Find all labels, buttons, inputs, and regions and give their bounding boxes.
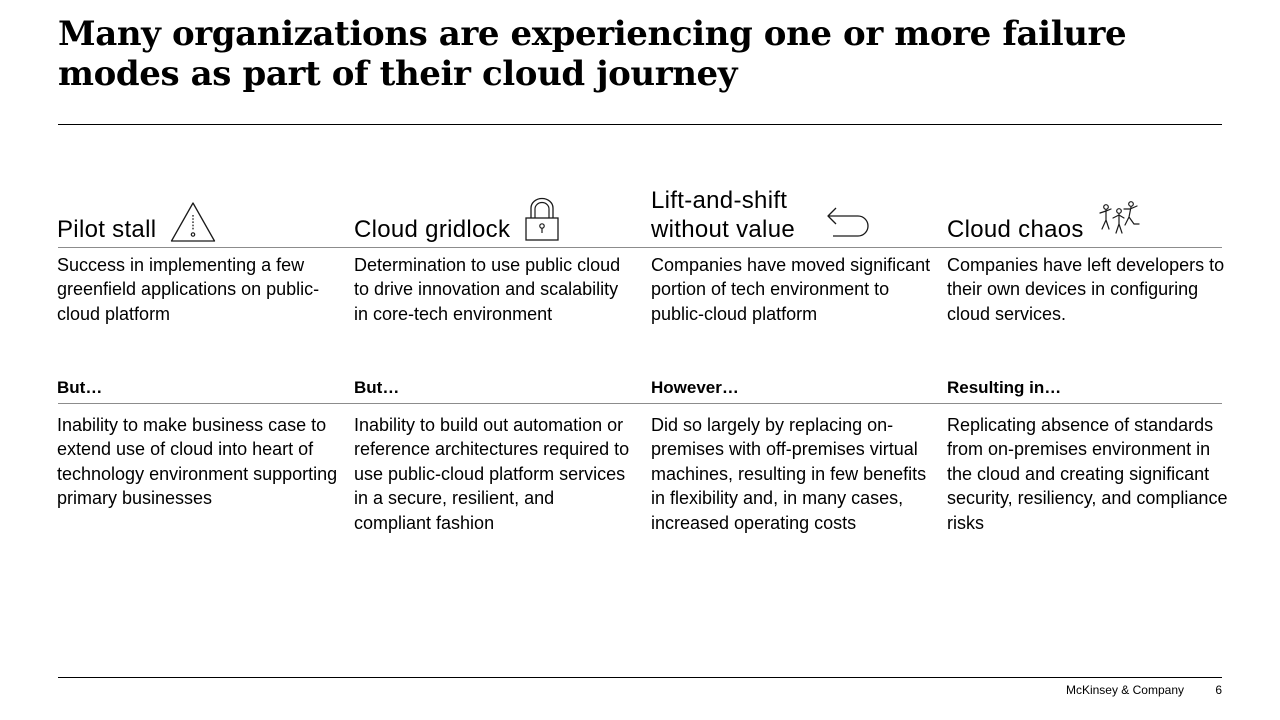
page-title: Many organizations are experiencing one … xyxy=(58,14,1127,94)
column-outcome: Inability to build out automation or ref… xyxy=(354,415,630,533)
column-title: Lift-and-shift without value xyxy=(651,187,795,243)
footer-divider xyxy=(58,677,1222,678)
header-divider xyxy=(58,247,1222,248)
column-outcome: Did so largely by replacing on-premises … xyxy=(651,415,927,533)
warning-triangle-icon xyxy=(171,202,216,242)
column-title: Cloud chaos xyxy=(947,216,1084,243)
failure-mode-cloud-chaos: Cloud chaos Companies have left develope… xyxy=(947,180,1229,580)
column-description: Success in implementing a few greenfield… xyxy=(57,255,320,324)
return-arrow-icon xyxy=(827,207,869,237)
column-title: Cloud gridlock xyxy=(354,216,511,243)
page-number: 6 xyxy=(1215,683,1222,697)
failure-mode-lift-and-shift: Lift-and-shift without value Companies h… xyxy=(651,180,933,580)
column-description: Companies have left developers to their … xyxy=(947,255,1225,324)
column-header: Cloud chaos xyxy=(947,180,1229,246)
column-header: Cloud gridlock xyxy=(354,180,636,246)
connector-divider xyxy=(58,403,1222,404)
failure-mode-pilot-stall: Pilot stall Success in implementing a fe… xyxy=(57,180,339,580)
column-connector: But… xyxy=(354,378,400,397)
column-connector: However… xyxy=(651,378,739,397)
column-connector: Resulting in… xyxy=(947,378,1062,397)
footer-brand: McKinsey & Company xyxy=(1065,683,1184,697)
title-divider xyxy=(58,124,1222,125)
column-connector: But… xyxy=(57,378,103,397)
scattered-people-icon xyxy=(1099,201,1140,234)
column-header: Lift-and-shift without value xyxy=(651,180,933,246)
column-title: Pilot stall xyxy=(57,216,157,243)
column-header: Pilot stall xyxy=(57,180,339,246)
column-description: Determination to use public cloud to dri… xyxy=(354,255,621,324)
failure-mode-cloud-gridlock: Cloud gridlock Determination to use publ… xyxy=(354,180,636,580)
padlock-icon xyxy=(525,197,559,241)
column-outcome: Inability to make business case to exten… xyxy=(57,415,338,509)
column-outcome: Replicating absence of standards from on… xyxy=(947,415,1228,533)
column-description: Companies have moved significant portion… xyxy=(651,255,931,324)
